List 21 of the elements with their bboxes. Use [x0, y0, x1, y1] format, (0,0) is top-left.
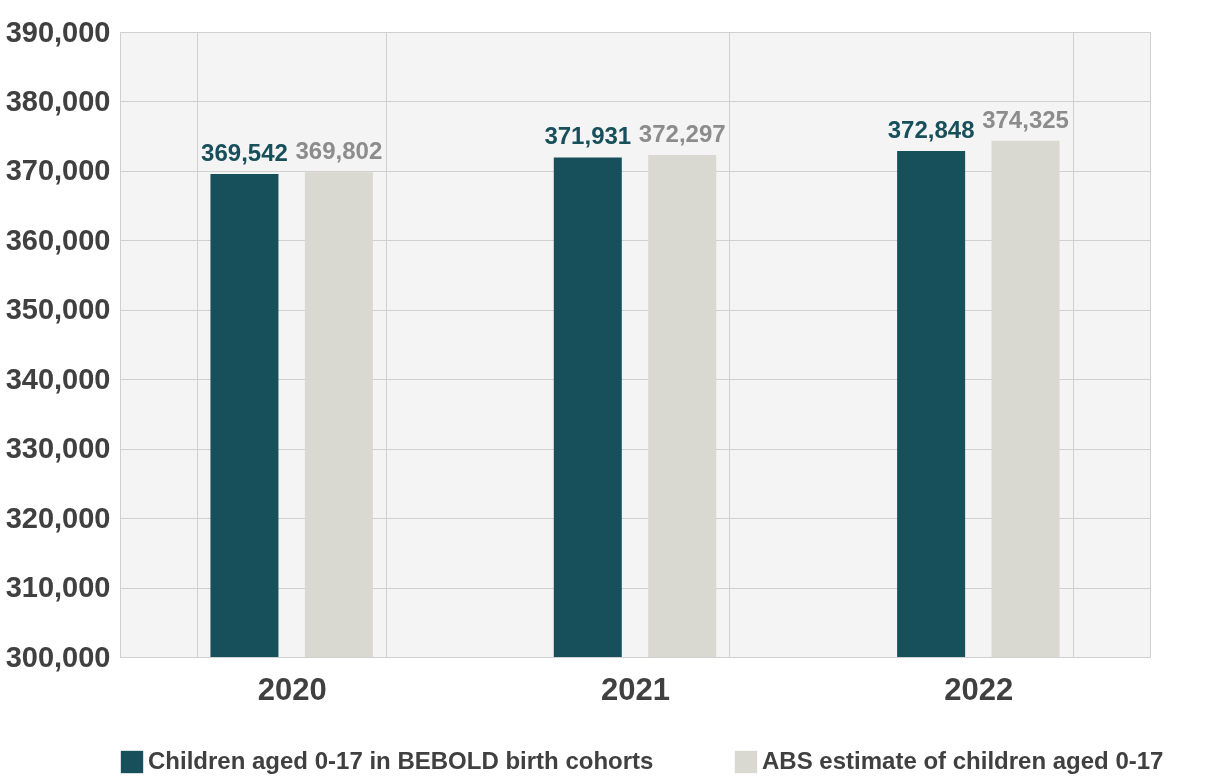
y-tick-label: 390,000: [5, 15, 111, 48]
x-tick-label: 2021: [601, 671, 670, 707]
y-tick-label: 360,000: [5, 223, 111, 256]
data-label: 369,542: [201, 139, 288, 167]
data-label: 371,931: [544, 122, 632, 150]
y-tick-label: 340,000: [5, 362, 111, 395]
data-label: 369,802: [295, 137, 383, 165]
y-tick-label: 310,000: [5, 571, 111, 604]
data-label: 372,297: [638, 119, 726, 147]
y-tick-label: 380,000: [5, 84, 111, 117]
legend-label: ABS estimate of children aged 0-17: [762, 747, 1164, 774]
x-tick-label: 2022: [944, 671, 1014, 707]
y-tick-label: 330,000: [5, 432, 111, 465]
data-label: 374,325: [982, 105, 1069, 133]
legend-label: Children aged 0-17 in BEBOLD birth cohorts: [148, 747, 654, 774]
data-label: 372,848: [887, 116, 975, 144]
y-tick-label: 350,000: [5, 293, 111, 326]
x-tick-label: 2020: [257, 671, 327, 707]
y-tick-label: 300,000: [5, 640, 111, 673]
y-tick-label: 370,000: [5, 154, 111, 187]
y-tick-label: 320,000: [5, 501, 111, 534]
